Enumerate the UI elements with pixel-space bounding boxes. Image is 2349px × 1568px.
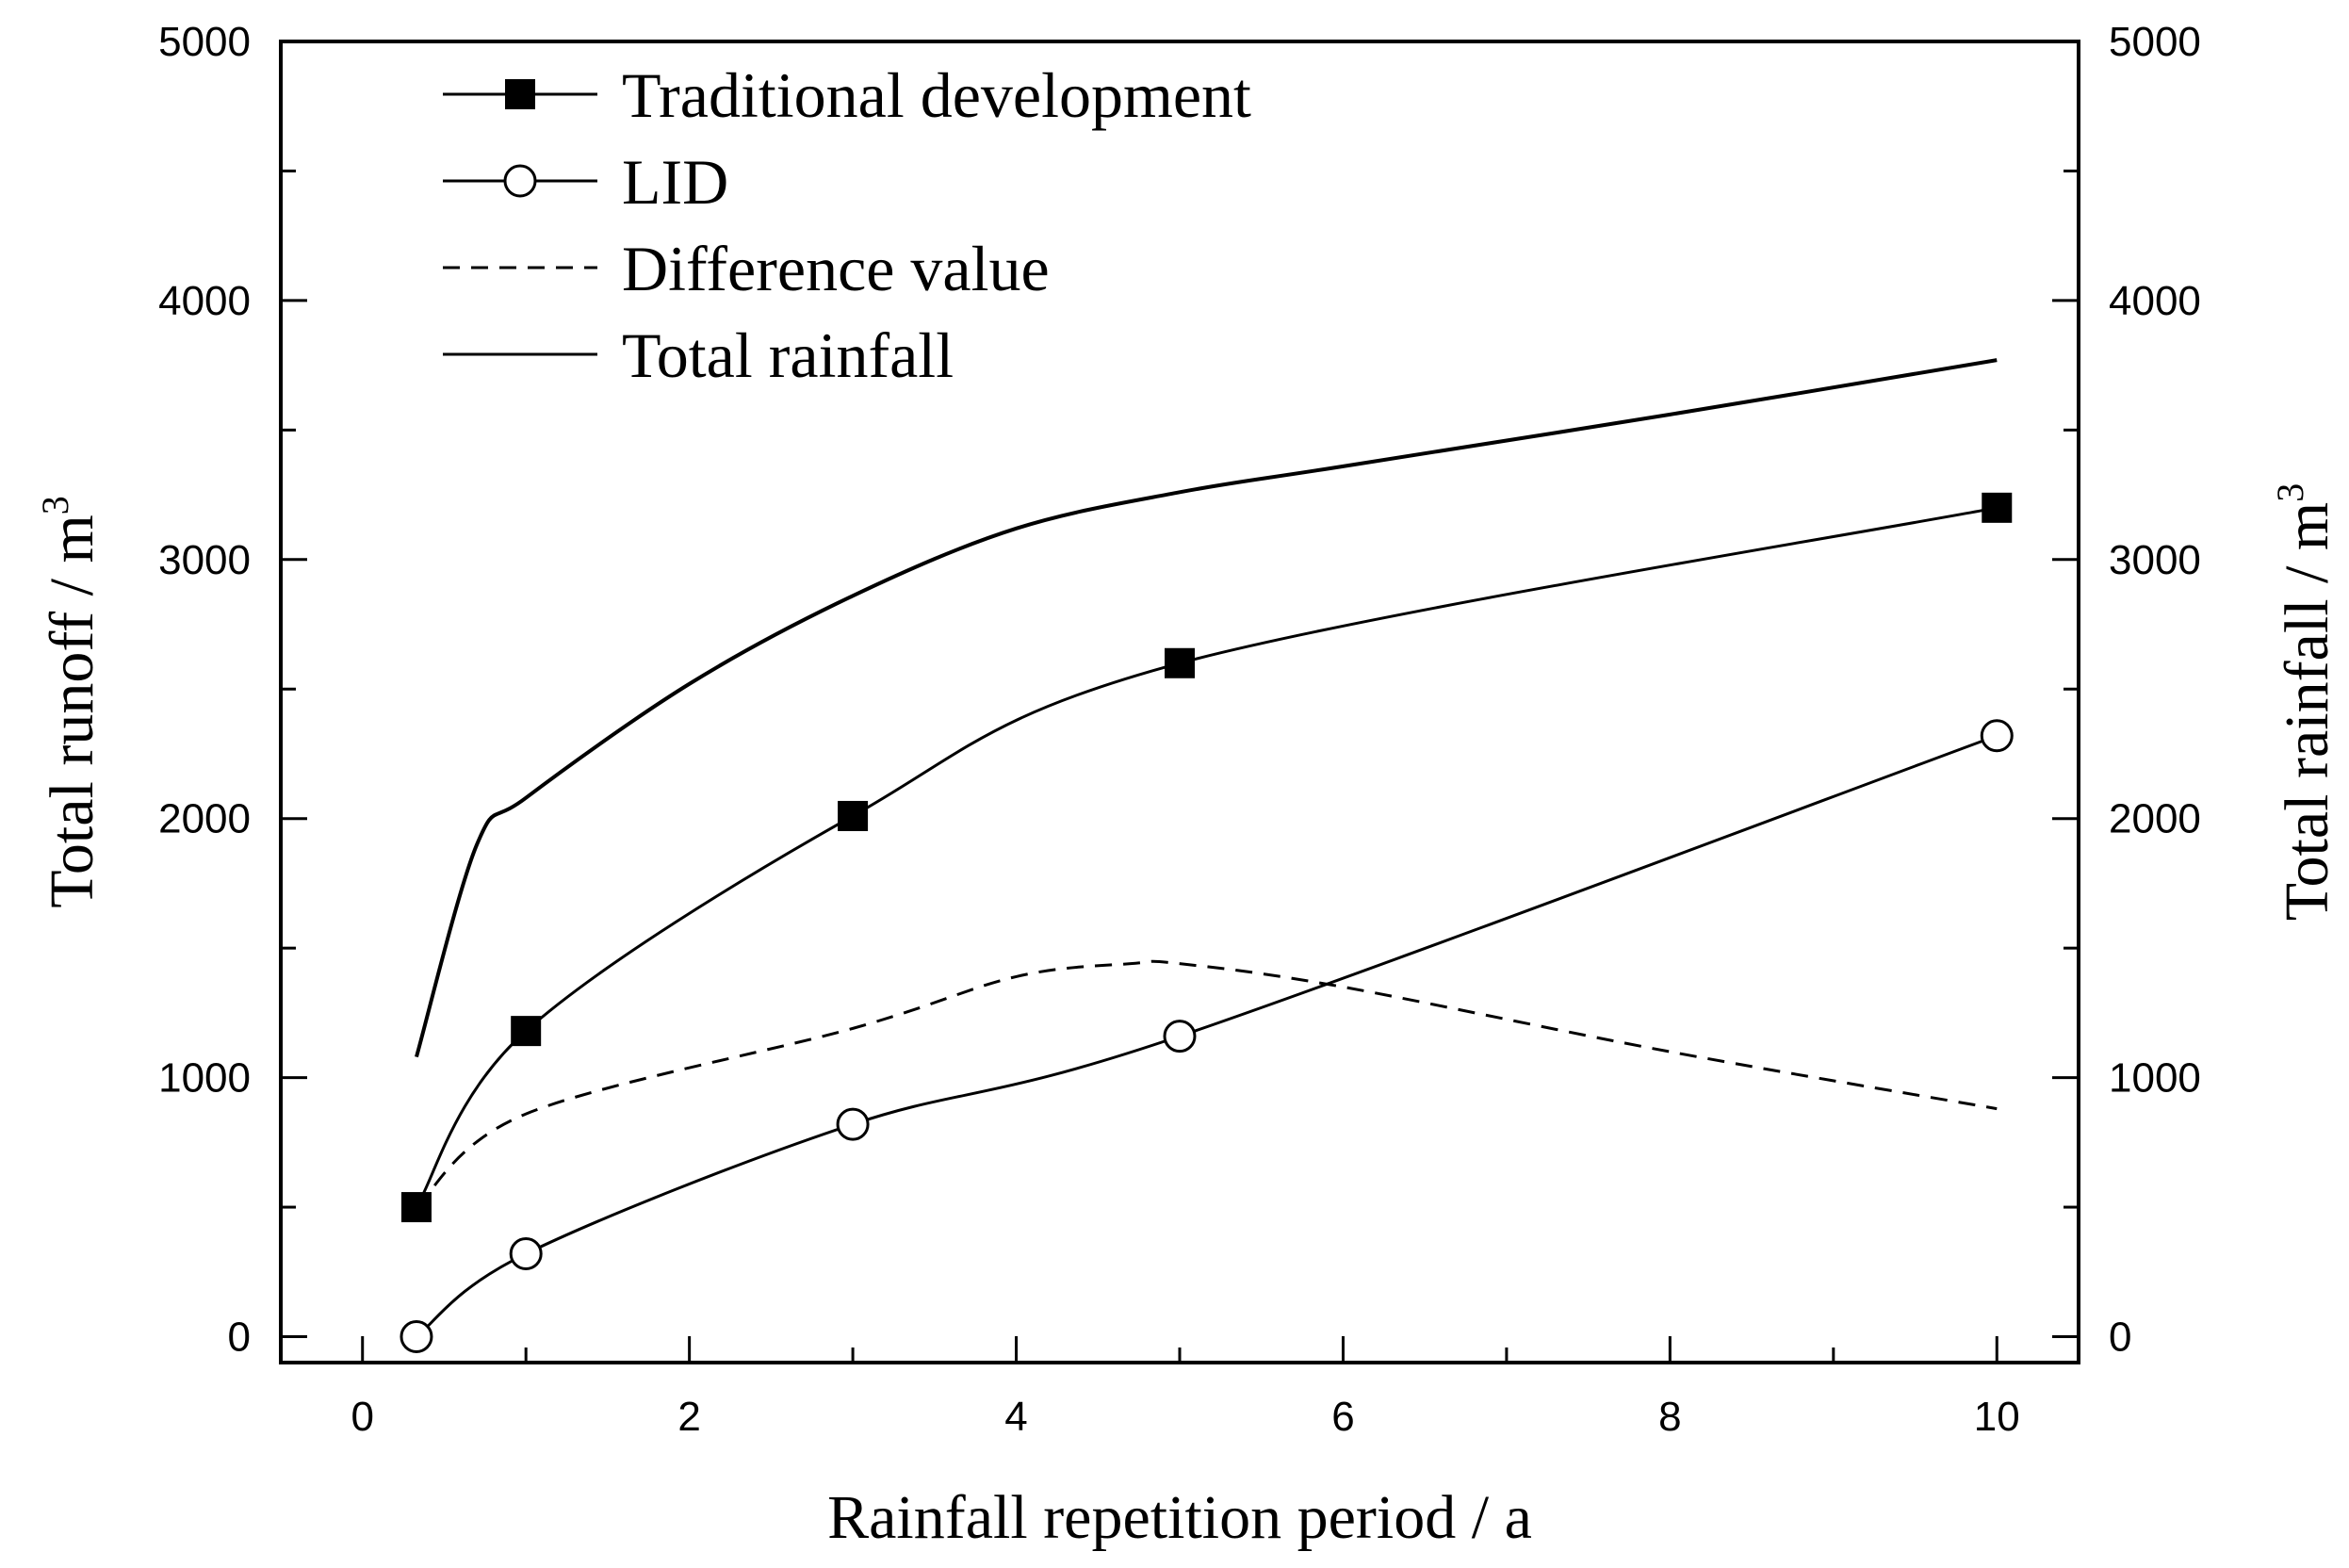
y-left-tick-label: 3000: [158, 537, 251, 583]
x-tick-label: 4: [1004, 1394, 1027, 1440]
x-tick-label: 2: [677, 1394, 700, 1440]
y-left-tick-label: 0: [228, 1315, 251, 1361]
legend-marker-lid: [503, 164, 537, 198]
series-layer: [415, 358, 1998, 1338]
series-line-difference: [415, 959, 1998, 1209]
data-point-lid: [509, 1237, 543, 1271]
series-line-lid: [416, 734, 1998, 1338]
series-line-rainfall: [415, 358, 1998, 1058]
plot-frame: [279, 40, 2080, 1364]
y-axis-left-title: Total runoff / m3: [34, 496, 106, 908]
legend-item-traditional: Traditional development: [443, 59, 1251, 131]
y-left-tick-label: 4000: [158, 278, 251, 324]
marker-layer: [400, 492, 2014, 1354]
y-right-tick-label: 5000: [2109, 19, 2201, 65]
legend-label-lid: LID: [622, 146, 728, 218]
y-axis-left-title-text: Total runoff / m: [38, 514, 106, 908]
y-axis-right-title-text: Total rainfall / m: [2273, 502, 2341, 921]
data-point-traditional: [400, 1192, 432, 1223]
data-point-lid: [1163, 1020, 1197, 1054]
y-left-tick-label: 1000: [158, 1055, 251, 1102]
legend-label-traditional: Traditional development: [622, 59, 1251, 131]
y-right-tick-label: 3000: [2109, 537, 2201, 583]
data-point-lid: [1980, 719, 2014, 753]
x-tick-label: 0: [351, 1394, 373, 1440]
y-left-tick-label: 5000: [158, 19, 251, 65]
x-tick-label: 8: [1658, 1394, 1681, 1440]
data-point-traditional: [838, 800, 869, 831]
data-point-traditional: [511, 1016, 542, 1047]
series-line-traditional: [415, 506, 1998, 1208]
legend: Traditional development LID Difference v…: [443, 59, 1251, 391]
y-left-tick-label: 2000: [158, 796, 251, 842]
data-point-lid: [836, 1107, 870, 1141]
data-point-traditional: [1165, 647, 1195, 678]
data-point-lid: [400, 1320, 433, 1354]
axis-ticks: [281, 40, 2079, 1363]
y-right-tick-label: 2000: [2109, 796, 2201, 842]
legend-item-rainfall: Total rainfall: [443, 319, 954, 391]
data-point-traditional: [1982, 492, 2013, 523]
y-right-tick-label: 0: [2109, 1315, 2131, 1361]
legend-label-difference: Difference value: [622, 233, 1050, 304]
legend-item-difference: Difference value: [443, 233, 1050, 304]
x-tick-label: 6: [1331, 1394, 1354, 1440]
y-axis-left-title-sup: 3: [34, 496, 76, 514]
legend-marker-traditional: [505, 79, 535, 109]
y-axis-right-title: Total rainfall / m3: [2269, 483, 2341, 921]
legend-item-lid: LID: [443, 146, 728, 218]
y-axis-right-title-sup: 3: [2269, 483, 2311, 502]
y-right-tick-label: 4000: [2109, 278, 2201, 324]
legend-label-rainfall: Total rainfall: [622, 319, 954, 391]
x-axis-title: Rainfall repetition period / a: [827, 1483, 1532, 1552]
y-right-tick-label: 1000: [2109, 1055, 2201, 1102]
x-tick-label: 10: [1974, 1394, 2020, 1440]
